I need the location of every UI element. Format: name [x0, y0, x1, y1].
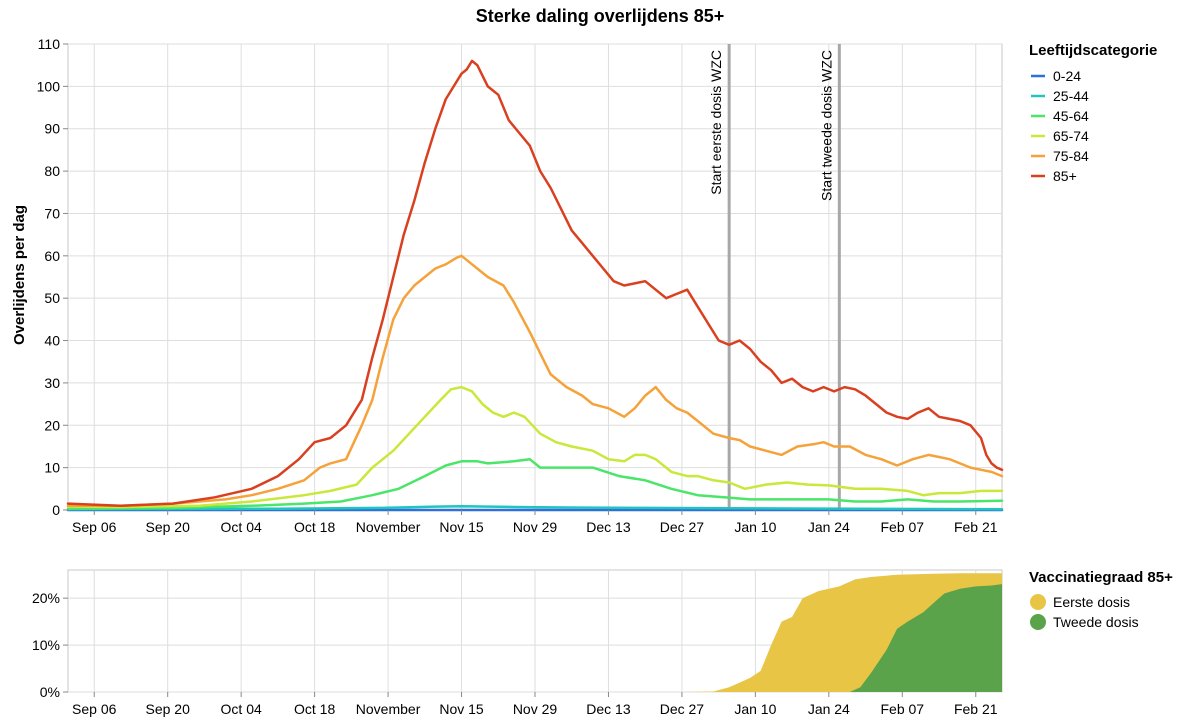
- bottom-xtick-label-feb-21: Feb 21: [954, 701, 998, 717]
- legend-label-eerste-dosis: Eerste dosis: [1053, 594, 1130, 610]
- legend-label-0-24: 0-24: [1053, 68, 1081, 84]
- top-xtick-label-november: November: [356, 519, 421, 535]
- area-eerste-dosis: [68, 573, 1002, 692]
- legend-swatch-tweede-dosis: [1030, 614, 1046, 630]
- top-ytick-label-70: 70: [44, 205, 60, 221]
- series-line-45-64: [66, 457, 1004, 510]
- top-xtick-label-jan-24: Jan 24: [808, 519, 850, 535]
- top-xtick-label-jan-10: Jan 10: [734, 519, 776, 535]
- top-ytick-label-100: 100: [37, 78, 61, 94]
- area-tweede-dosis: [68, 584, 1002, 692]
- legend-label-tweede-dosis: Tweede dosis: [1053, 614, 1139, 630]
- top-ytick-label-50: 50: [44, 290, 60, 306]
- top-xtick-label-feb-07: Feb 07: [881, 519, 925, 535]
- bottom-x-tick-labels: Sep 06 Sep 20 Oct 04 Oct 18 November Nov 15 No…: [72, 692, 998, 717]
- top-ytick-label-110: 110: [38, 36, 61, 52]
- top-ytick-label-20: 20: [44, 417, 60, 433]
- top-xtick-label-oct-18: Oct 18: [294, 519, 335, 535]
- top-ytick-label-40: 40: [44, 333, 60, 349]
- age-legend: Leeftijdscategorie 0-24 25-44 45-64 65-74 75…: [1029, 42, 1157, 184]
- annotation-label-1: Start eerste dosis WZC: [708, 50, 724, 195]
- bottom-xtick-label-nov-29: Nov 29: [513, 701, 558, 717]
- top-xtick-label-sep-06: Sep 06: [72, 519, 117, 535]
- bottom-gridlines: [67, 569, 1003, 693]
- bottom-xtick-label-feb-07: Feb 07: [881, 701, 925, 717]
- top-x-tick-labels: Sep 06 Sep 20 Oct 04 Oct 18 November Nov 15 No…: [72, 510, 998, 535]
- top-ytick-label-60: 60: [44, 248, 60, 264]
- bottom-xtick-label-dec-13: Dec 13: [586, 701, 631, 717]
- bottom-y-tick-labels: 0% 10% 20%: [32, 590, 68, 700]
- age-legend-title: Leeftijdscategorie: [1029, 42, 1157, 59]
- bottom-ytick-label-0: 0%: [40, 684, 60, 700]
- top-xtick-label-oct-04: Oct 04: [221, 519, 262, 535]
- y-axis-label: Overlijdens per dag: [11, 205, 28, 345]
- death-series-lines: [66, 59, 1004, 512]
- top-xtick-label-dec-27: Dec 27: [660, 519, 705, 535]
- bottom-xtick-label-dec-27: Dec 27: [660, 701, 705, 717]
- bottom-ytick-label-20: 20%: [32, 590, 60, 606]
- vaccination-areas: [68, 573, 1002, 692]
- vaccination-legend-title: Vaccinatiegraad 85+: [1029, 569, 1173, 586]
- series-line-75-84: [66, 254, 1004, 508]
- bottom-xtick-label-jan-24: Jan 24: [808, 701, 850, 717]
- top-gridlines: [67, 43, 1003, 511]
- bottom-xtick-label-jan-10: Jan 10: [734, 701, 776, 717]
- top-xtick-label-nov-15: Nov 15: [439, 519, 484, 535]
- legend-label-75-84: 75-84: [1053, 148, 1089, 164]
- legend-label-25-44: 25-44: [1053, 88, 1089, 104]
- legend-swatch-eerste-dosis: [1030, 594, 1046, 610]
- bottom-xtick-label-sep-20: Sep 20: [146, 701, 191, 717]
- top-ytick-label-90: 90: [44, 121, 60, 137]
- bottom-xtick-label-sep-06: Sep 06: [72, 701, 117, 717]
- bottom-ytick-label-10: 10%: [32, 637, 60, 653]
- top-ytick-label-10: 10: [44, 460, 60, 476]
- legend-label-65-74: 65-74: [1053, 128, 1089, 144]
- top-xtick-label-feb-21: Feb 21: [954, 519, 998, 535]
- vaccination-start-rules: Start eerste dosis WZC Start tweede dosis…: [708, 44, 841, 510]
- top-xtick-label-sep-20: Sep 20: [146, 519, 191, 535]
- top-xtick-label-dec-13: Dec 13: [586, 519, 631, 535]
- series-line-65-74: [66, 385, 1004, 509]
- bottom-xtick-label-nov-15: Nov 15: [439, 701, 484, 717]
- top-ytick-label-80: 80: [44, 163, 60, 179]
- annotation-label-2: Start tweede dosis WZC: [818, 50, 834, 201]
- deaths-line-chart: Start eerste dosis WZC Start tweede dosis…: [11, 36, 1004, 535]
- chart-title: Sterke daling overlijdens 85+: [476, 6, 725, 26]
- legend-label-45-64: 45-64: [1053, 108, 1089, 124]
- bottom-xtick-label-oct-18: Oct 18: [294, 701, 335, 717]
- vaccination-legend: Vaccinatiegraad 85+ Eerste dosis Tweede d…: [1029, 569, 1173, 630]
- bottom-xtick-label-november: November: [356, 701, 421, 717]
- bottom-xtick-label-oct-04: Oct 04: [221, 701, 262, 717]
- top-y-tick-labels: 0 10 20 30 40 50 60 70 80 90 100 110: [37, 36, 68, 518]
- top-ytick-label-0: 0: [52, 502, 60, 518]
- series-line-25-44: [66, 504, 1004, 511]
- legend-label-85: 85+: [1053, 168, 1077, 184]
- vaccination-area-chart: 0% 10% 20% Sep 06 Sep 20 Oct 04 Oct 18 Novembe…: [32, 569, 1003, 717]
- top-ytick-label-30: 30: [44, 375, 60, 391]
- series-line-85: [66, 59, 1004, 508]
- top-xtick-label-nov-29: Nov 29: [513, 519, 558, 535]
